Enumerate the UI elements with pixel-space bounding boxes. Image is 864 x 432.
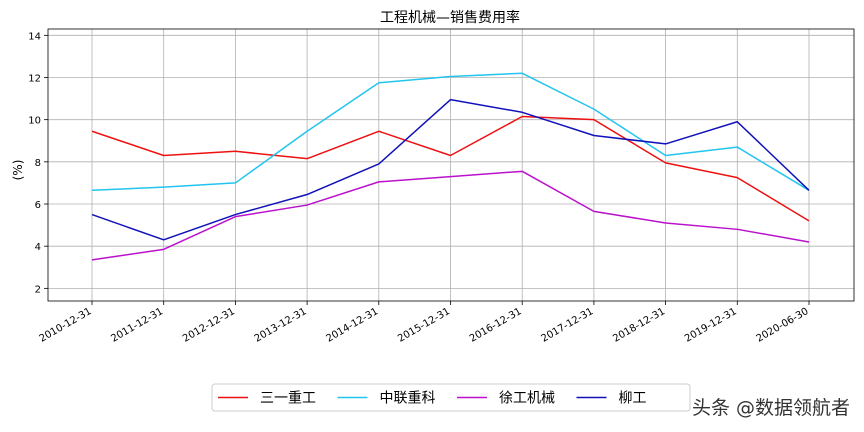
- y-tick-label: 6: [35, 200, 41, 211]
- x-tick-label: 2010-12-31: [38, 306, 94, 345]
- series-line: [91, 115, 810, 222]
- x-tick-label: 2016-12-31: [468, 306, 524, 345]
- chart-title: 工程机械—销售费用率: [380, 9, 520, 26]
- x-tick-label: 2017-12-31: [540, 306, 596, 345]
- y-axis-ticks: 2 4 6 8 10 12 14: [28, 31, 48, 295]
- watermark: 头条 @数据领航者: [691, 397, 850, 419]
- y-tick-label: 2: [35, 284, 41, 295]
- series-line: [91, 98, 810, 241]
- legend[interactable]: 三一重工 中联重科 徐工机械 柳工: [211, 383, 691, 412]
- y-tick-label: 14: [28, 31, 41, 42]
- series-lines: [91, 72, 810, 261]
- plot-area-frame: [47, 28, 855, 302]
- x-tick-label: 2015-12-31: [396, 306, 452, 345]
- x-tick-label: 2011-12-31: [109, 306, 165, 345]
- y-tick-label: 10: [28, 116, 41, 127]
- y-tick-label: 12: [28, 73, 41, 84]
- x-tick-label: 2013-12-31: [253, 306, 309, 345]
- y-axis-label: (%): [11, 160, 25, 181]
- x-tick-label: 2019-12-31: [683, 306, 739, 345]
- series-line: [91, 72, 810, 192]
- series-line: [91, 170, 810, 261]
- grid: [48, 29, 854, 301]
- x-tick-label: 2012-12-31: [181, 306, 237, 345]
- x-tick-label: 2014-12-31: [324, 306, 380, 345]
- legend-label: 柳工: [619, 390, 647, 407]
- x-tick-label: 2018-12-31: [611, 306, 667, 345]
- x-tick-label: 2020-06-30: [755, 306, 811, 345]
- legend-box: [211, 383, 691, 412]
- legend-label: 三一重工: [260, 391, 316, 407]
- x-axis-ticks: 2010-12-31 2011-12-31 2012-12-31 2013-12-31…: [38, 301, 811, 345]
- y-tick-label: 4: [35, 242, 41, 253]
- legend-label: 徐工机械: [499, 391, 555, 407]
- legend-label: 中联重科: [380, 391, 436, 407]
- y-tick-label: 8: [35, 158, 41, 169]
